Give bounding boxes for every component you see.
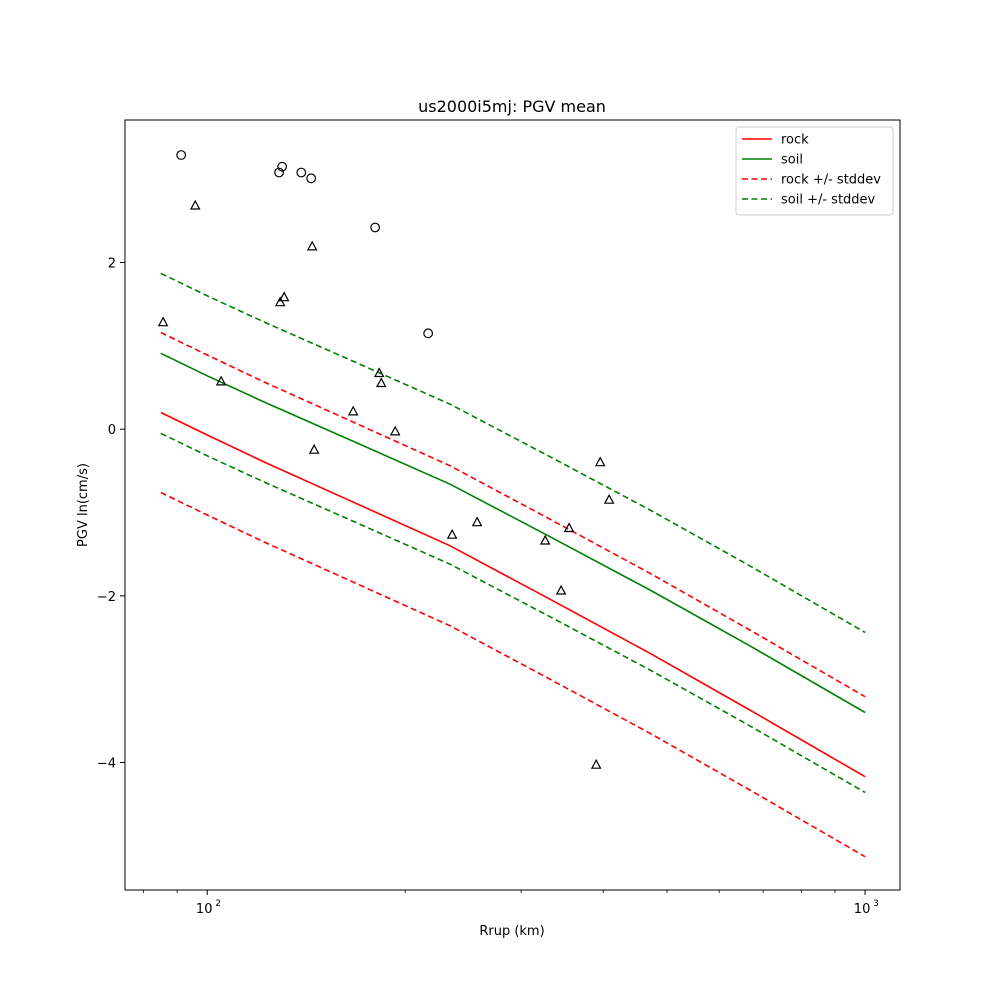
legend-box bbox=[735, 126, 894, 216]
series-layer bbox=[160, 272, 866, 858]
chart-title: us2000i5mj: PGV mean bbox=[418, 97, 606, 116]
legend-label: rock bbox=[781, 133, 809, 148]
scatter-point-triangle bbox=[375, 377, 387, 388]
series-rock bbox=[160, 411, 866, 778]
ticks-layer: 10 2 10 3−4−202 bbox=[97, 257, 879, 918]
scatter-point-triangle bbox=[389, 425, 401, 436]
series-soil-stddev-upper bbox=[160, 272, 866, 634]
scatter-point-triangle bbox=[189, 199, 201, 210]
scatter-point-circle bbox=[277, 161, 288, 172]
scatter-point-triangle bbox=[590, 758, 602, 769]
scatter-point-triangle bbox=[306, 240, 318, 251]
legend-label: rock +/- stddev bbox=[781, 173, 881, 188]
series-rock-stddev-upper bbox=[160, 331, 866, 698]
series-rock-stddev-lower bbox=[160, 491, 866, 858]
series-soil-stddev-lower bbox=[160, 432, 866, 794]
scatter-point-triangle bbox=[274, 296, 286, 307]
y-axis-label: PGV ln(cm/s) bbox=[76, 463, 91, 547]
scatter-layer bbox=[157, 150, 615, 769]
scatter-point-triangle bbox=[347, 405, 359, 416]
series-soil bbox=[160, 352, 866, 714]
scatter-point-triangle bbox=[157, 316, 169, 327]
scatter-point-circle bbox=[274, 167, 284, 178]
scatter-point-triangle bbox=[539, 534, 551, 545]
scatter-point-triangle bbox=[603, 493, 615, 504]
scatter-point-triangle bbox=[446, 528, 458, 539]
scatter-point-triangle bbox=[471, 516, 483, 527]
scatter-point-triangle bbox=[555, 584, 567, 595]
scatter-point-triangle bbox=[594, 456, 606, 467]
x-tick-label-exponent: 2 bbox=[215, 899, 221, 909]
x-tick-label-exponent: 3 bbox=[873, 899, 879, 909]
legend-label: soil +/- stddev bbox=[781, 193, 876, 208]
scatter-point-triangle bbox=[373, 367, 385, 378]
axes-frame bbox=[124, 119, 901, 891]
scatter-point-triangle bbox=[308, 443, 320, 454]
legend: rock soil rock +/- stddev soil +/- stddev bbox=[735, 126, 894, 216]
scatter-point-circle bbox=[176, 150, 187, 160]
scatter-point-circle bbox=[423, 328, 434, 339]
y-tick-label: −4 bbox=[97, 757, 116, 772]
scatter-point-triangle bbox=[563, 522, 575, 533]
scatter-point-circle bbox=[296, 167, 307, 178]
x-axis-label: Rrup (km) bbox=[479, 924, 544, 939]
scatter-point-circle bbox=[370, 222, 381, 233]
x-tick-label: 10 bbox=[854, 902, 871, 917]
legend-label: soil bbox=[781, 153, 803, 168]
y-tick-label: 0 bbox=[108, 423, 116, 438]
scatter-point-triangle bbox=[215, 375, 227, 386]
scatter-point-circle bbox=[306, 173, 317, 184]
scatter-point-triangle bbox=[278, 291, 290, 302]
y-tick-label: −2 bbox=[97, 590, 116, 605]
y-tick-label: 2 bbox=[108, 257, 116, 272]
x-tick-label: 10 bbox=[196, 902, 213, 917]
